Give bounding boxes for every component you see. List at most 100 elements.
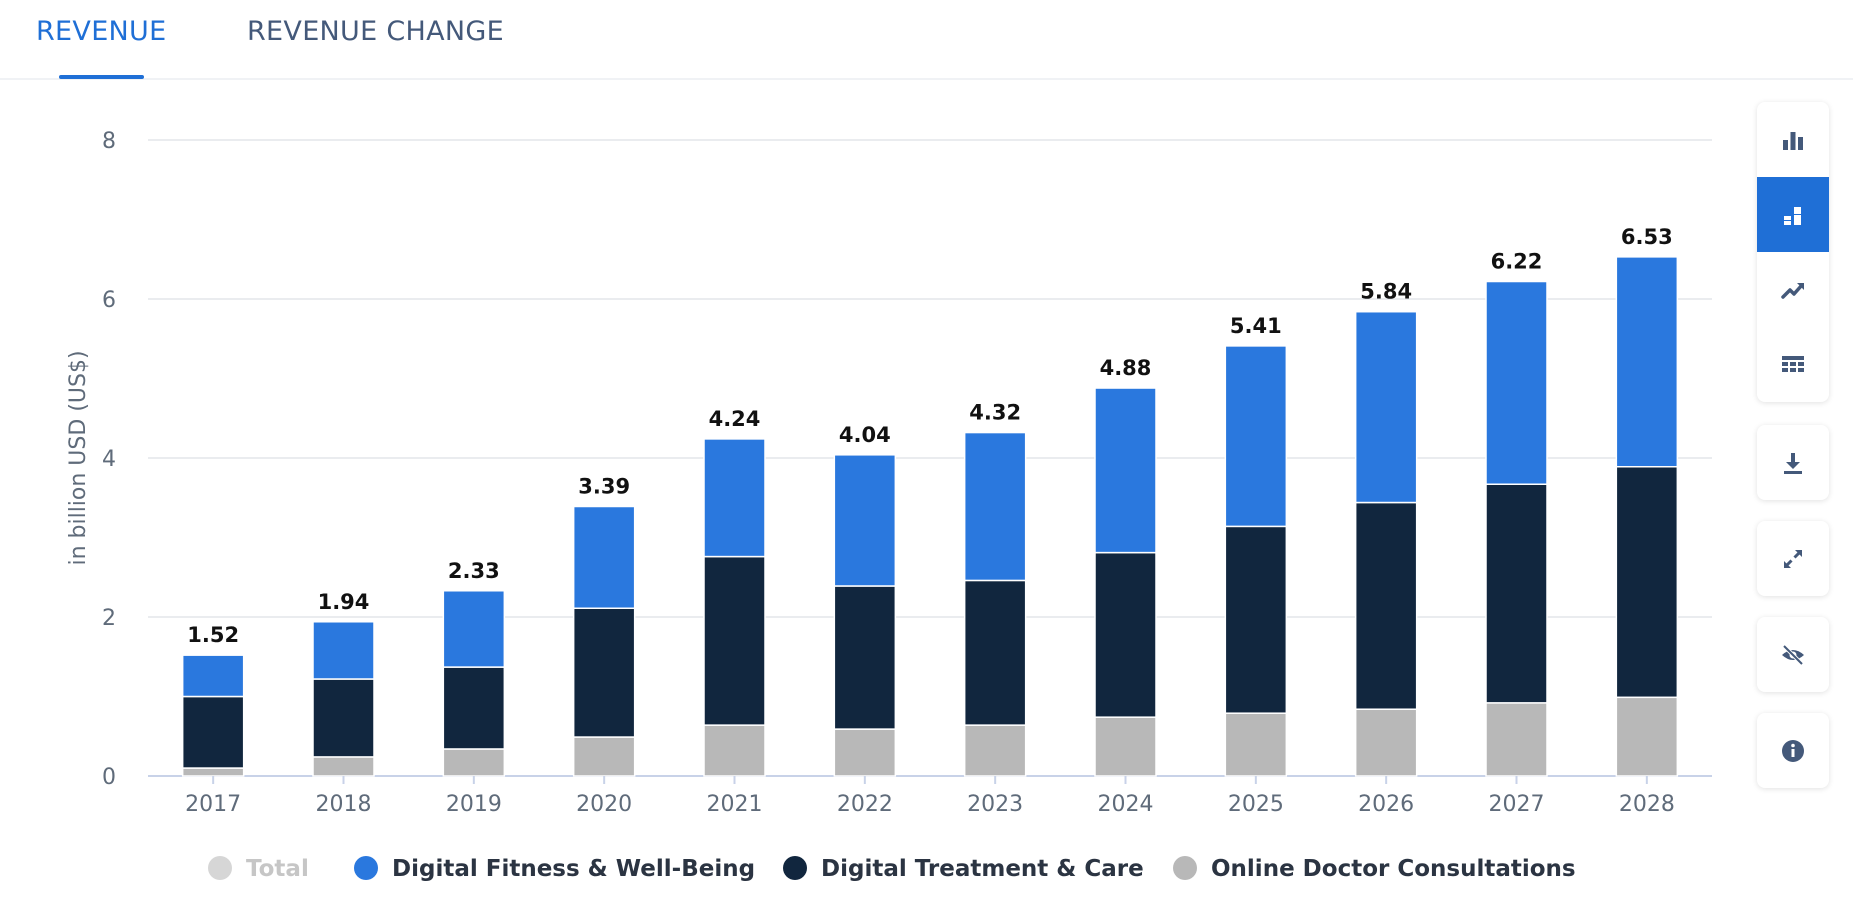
bar-segment [442, 748, 506, 777]
tab-revenue[interactable]: REVENUE [36, 16, 167, 47]
x-tick-label: 2023 [967, 792, 1023, 817]
download-button[interactable] [1757, 425, 1829, 500]
data-label: 3.39 [578, 474, 630, 498]
bar-segment [1354, 501, 1418, 710]
tab-revenue-change[interactable]: REVENUE CHANGE [247, 16, 504, 47]
table-icon [1782, 355, 1804, 372]
bar-segment [1224, 712, 1288, 777]
legend-item[interactable]: Total [208, 856, 309, 882]
bar-segment [312, 678, 375, 758]
x-tick-label: 2019 [446, 792, 502, 817]
bar-segment [1224, 525, 1288, 714]
legend-marker [208, 856, 232, 880]
bar-segment [312, 756, 375, 777]
data-label: 4.88 [1100, 356, 1152, 380]
download-icon [1784, 452, 1802, 474]
data-label: 2.33 [448, 559, 500, 583]
fullscreen-icon [1784, 549, 1802, 568]
data-label: 5.41 [1230, 314, 1282, 338]
stacked-bar-chart: 0 2 4 6 8 in billion USD (US$) 1.52 2017 1.94 201… [66, 129, 1712, 882]
bar-segment [1615, 256, 1679, 468]
stacked-bar-chart-icon [1784, 206, 1801, 225]
legend-item[interactable]: Digital Fitness & Well-Being [354, 856, 755, 882]
bar-segment [442, 666, 506, 750]
y-tick-label: 6 [102, 288, 116, 313]
bar-segment [1094, 551, 1157, 718]
x-tick-label: 2028 [1619, 792, 1675, 817]
hide-icon [1782, 644, 1804, 665]
y-tick-label: 8 [102, 129, 116, 154]
x-tick-label: 2017 [185, 792, 241, 817]
data-label: 1.94 [318, 590, 370, 614]
bar-segment [1485, 483, 1548, 704]
bar-segment [181, 767, 245, 777]
bar-segment [1354, 708, 1418, 777]
bar-segment [1615, 465, 1679, 699]
legend-label: Digital Treatment & Care [821, 856, 1144, 882]
legend-label: Online Doctor Consultations [1211, 856, 1576, 882]
bar-segment [703, 555, 766, 726]
bar-chart-button[interactable] [1757, 102, 1829, 177]
bar-segment [1354, 310, 1418, 504]
hide-group [1757, 617, 1829, 692]
x-tick-label: 2026 [1358, 792, 1414, 817]
table-view-button[interactable] [1757, 327, 1829, 402]
info-group [1757, 713, 1829, 788]
download-group [1757, 425, 1829, 500]
bar-segment [1224, 345, 1288, 528]
legend-item[interactable]: Digital Treatment & Care [783, 856, 1144, 882]
data-label: 6.22 [1491, 250, 1543, 274]
stacked-bar-chart-button[interactable] [1757, 177, 1829, 252]
x-tick-label: 2027 [1489, 792, 1545, 817]
bar-segment [963, 431, 1027, 582]
x-tick-label: 2018 [316, 792, 372, 817]
data-label: 6.53 [1621, 225, 1673, 249]
bar-segment [1615, 696, 1679, 777]
x-tick-label: 2020 [576, 792, 632, 817]
data-label: 4.24 [709, 407, 761, 431]
fullscreen-group [1757, 521, 1829, 596]
legend-marker [1173, 856, 1197, 880]
legend-marker [354, 856, 378, 880]
bar-segment [572, 607, 636, 738]
fullscreen-button[interactable] [1757, 521, 1829, 596]
bar-segment [963, 579, 1027, 726]
chart-type-toolbar [1757, 102, 1829, 402]
data-label: 4.32 [969, 401, 1021, 425]
legend-marker [783, 856, 807, 880]
bar-segment [703, 438, 766, 558]
x-tick-label: 2024 [1098, 792, 1154, 817]
bar-segment [1094, 716, 1157, 777]
data-label: 5.84 [1360, 280, 1412, 304]
bar-segment [833, 585, 897, 730]
info-button[interactable] [1757, 713, 1829, 788]
x-tick-label: 2021 [707, 792, 763, 817]
data-label: 4.04 [839, 423, 891, 447]
trend-line-button[interactable] [1757, 252, 1829, 327]
legend-label: Digital Fitness & Well-Being [392, 856, 755, 882]
info-icon [1782, 739, 1804, 762]
y-tick-label: 0 [102, 765, 116, 790]
bar-segment [1094, 387, 1157, 554]
bar-chart-icon [1783, 131, 1803, 150]
bar-segment [963, 724, 1027, 777]
tab-bar: REVENUE REVENUE CHANGE [0, 0, 1853, 80]
x-tick-label: 2022 [837, 792, 893, 817]
trend-line-icon [1781, 282, 1804, 299]
bar-segment [312, 621, 375, 680]
bar-segment [572, 505, 636, 610]
hide-button[interactable] [1757, 617, 1829, 692]
active-tab-indicator [59, 75, 144, 79]
data-label: 1.52 [187, 623, 239, 647]
y-tick-label: 4 [102, 447, 116, 472]
y-tick-label: 2 [102, 606, 116, 631]
x-tick-label: 2025 [1228, 792, 1284, 817]
legend-item[interactable]: Online Doctor Consultations [1173, 856, 1576, 882]
bar-segment [833, 728, 897, 777]
bar-segment [442, 590, 506, 668]
bar-segment [1485, 280, 1548, 485]
bar-segment [181, 654, 245, 698]
bar-segment [1485, 702, 1548, 777]
bar-segment [833, 454, 897, 587]
bar-segment [181, 695, 245, 769]
